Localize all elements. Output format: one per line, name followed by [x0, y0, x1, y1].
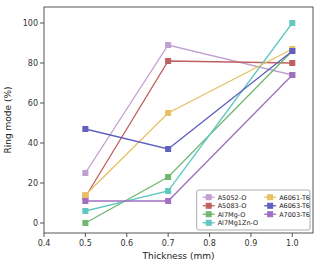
- series: [83, 49, 295, 152]
- x-tick-label: 0.6: [120, 239, 133, 248]
- x-axis: 0.4 0.5 0.6 0.7 0.8 0.9 1.0: [38, 233, 299, 248]
- point: [166, 43, 171, 48]
- legend-label: A6063-T6: [279, 202, 310, 210]
- y-tick: [40, 183, 44, 184]
- point: [166, 147, 171, 152]
- x-tick-label: 1.0: [286, 239, 299, 248]
- x-tick: [44, 233, 45, 237]
- legend-label: A5083-O: [218, 202, 247, 210]
- point: [290, 61, 295, 66]
- x-tick: [168, 233, 169, 237]
- x-tick-label: 0.4: [38, 239, 51, 248]
- legend-label: A5052-O: [218, 194, 247, 202]
- series-line: [85, 51, 292, 149]
- point: [83, 193, 88, 198]
- series: [83, 21, 295, 214]
- series-line: [85, 49, 292, 195]
- y-tick-label: 80: [28, 59, 38, 68]
- point: [83, 127, 88, 132]
- x-tick: [126, 233, 127, 237]
- point: [290, 73, 295, 78]
- point: [83, 209, 88, 214]
- x-tick-label: 0.9: [245, 239, 258, 248]
- legend-item: Al7Mg1Zn-O: [203, 219, 258, 227]
- legend-label: A7003-T6: [279, 211, 310, 219]
- x-tick-label: 0.8: [203, 239, 216, 248]
- y-tick: [40, 63, 44, 64]
- legend-item: A6063-T6: [264, 202, 310, 210]
- legend-item: A6061-T6: [264, 194, 310, 202]
- series: [83, 73, 295, 204]
- plot-frame: [44, 7, 313, 233]
- y-tick-label: 60: [28, 99, 38, 108]
- point: [290, 73, 295, 78]
- y-tick-label: 20: [28, 179, 38, 188]
- legend-marker: [206, 220, 211, 225]
- series: [83, 47, 295, 198]
- legend-marker: [206, 203, 211, 208]
- legend-item: Al7Mg-O: [203, 211, 246, 219]
- legend-box: [197, 190, 310, 230]
- legend: A5052-OA5083-OAl7Mg-OAl7Mg1Zn-OA6061-T6A…: [197, 190, 310, 230]
- legend-marker: [268, 203, 273, 208]
- point: [290, 49, 295, 54]
- point: [166, 175, 171, 180]
- legend-item: A5083-O: [203, 202, 247, 210]
- y-tick-label: 100: [23, 19, 38, 28]
- legend-label: Al7Mg1Zn-O: [218, 219, 258, 227]
- chart: 0.4 0.5 0.6 0.7 0.8 0.9 1.0 0 20 40 60 80 100 Thickne…: [0, 0, 323, 264]
- point: [83, 171, 88, 176]
- point: [290, 21, 295, 26]
- legend-label: A6061-T6: [279, 194, 310, 202]
- y-tick: [40, 143, 44, 144]
- legend-label: Al7Mg-O: [218, 211, 246, 219]
- legend-item: A5052-O: [203, 194, 247, 202]
- x-tick: [85, 233, 86, 237]
- x-axis-label: Thickness (mm): [142, 251, 215, 261]
- point: [166, 189, 171, 194]
- legend-marker: [268, 195, 273, 200]
- x-tick: [292, 233, 293, 237]
- series-line: [85, 61, 292, 197]
- y-axis: 0 20 40 60 80 100: [23, 19, 44, 228]
- point: [166, 59, 171, 64]
- x-tick: [250, 233, 251, 237]
- x-tick-label: 0.5: [79, 239, 92, 248]
- legend-marker: [206, 212, 211, 217]
- point: [290, 49, 295, 54]
- y-axis-label: Ring mode (%): [3, 87, 13, 154]
- point: [166, 111, 171, 116]
- x-tick: [209, 233, 210, 237]
- legend-item: A7003-T6: [264, 211, 310, 219]
- point: [83, 221, 88, 226]
- x-tick-label: 0.7: [162, 239, 175, 248]
- y-tick-label: 40: [28, 139, 38, 148]
- point: [83, 199, 88, 204]
- legend-marker: [206, 195, 211, 200]
- series-line: [85, 23, 292, 211]
- y-tick: [40, 103, 44, 104]
- series: [83, 59, 295, 200]
- point: [166, 199, 171, 204]
- y-tick-label: 0: [33, 219, 38, 228]
- legend-marker: [268, 212, 273, 217]
- y-tick: [40, 23, 44, 24]
- series-line: [85, 75, 292, 201]
- y-tick: [40, 223, 44, 224]
